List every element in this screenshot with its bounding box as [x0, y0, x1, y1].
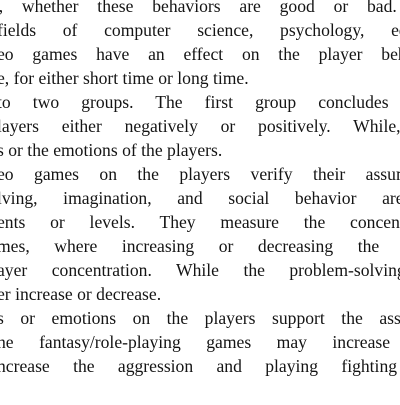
text-line: lving, imagination, and social behavior …	[0, 188, 400, 208]
text-line: s or emotions on the players support the…	[0, 308, 400, 328]
text-line: s or the emotions of the players.	[0, 140, 223, 160]
text-line: fields of computer science, psychology, …	[0, 20, 400, 40]
text-line: mes, where increasing or decreasing the …	[0, 236, 400, 256]
text-line: ncrease the aggression and playing fight…	[0, 356, 400, 376]
text-line: ayer concentration. While the problem-so…	[0, 260, 400, 280]
text-line	[0, 379, 400, 401]
text-line: e, for either short time or long time.	[0, 68, 249, 88]
text-line: er increase or decrease.	[0, 284, 162, 304]
text-line: layers either negatively or positively. …	[0, 116, 400, 136]
text-line: eo games have an effect on the player be…	[0, 44, 400, 64]
text-line: rs, whether these behaviors are good or …	[0, 0, 400, 16]
text-line: he fantasy/role-playing games may increa…	[0, 332, 400, 352]
text-line: eo games on the players verify their ass…	[0, 164, 400, 184]
text-line: ents or levels. They measure the concent…	[0, 212, 400, 232]
text-line: to two groups. The first group concludes…	[0, 92, 400, 112]
